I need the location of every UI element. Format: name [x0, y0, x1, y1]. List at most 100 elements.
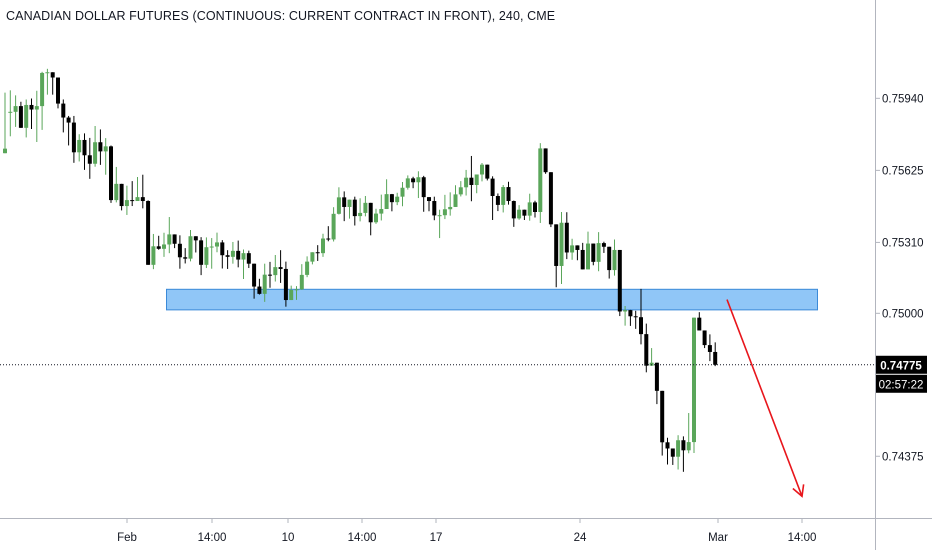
candle [310, 252, 315, 265]
candle [702, 330, 707, 349]
candle [289, 285, 294, 301]
candle [177, 235, 182, 269]
candle-body [517, 209, 522, 219]
x-tick-label: 10 [282, 532, 295, 544]
candle-body [660, 390, 665, 443]
candle [230, 241, 235, 264]
candle-body [220, 242, 225, 256]
candle [458, 181, 463, 197]
candle-body [114, 183, 119, 201]
candle-body [670, 448, 675, 457]
candle-body [654, 362, 659, 391]
candle [368, 202, 373, 236]
candle [538, 143, 543, 223]
candle [204, 237, 209, 269]
candle-body [167, 234, 172, 245]
candle [257, 278, 262, 295]
candle-body [395, 196, 400, 203]
candle-body [676, 440, 681, 457]
candle-body [628, 310, 633, 317]
candles-layer [3, 68, 718, 472]
candle-body [538, 148, 543, 212]
candle [453, 185, 458, 207]
candle [570, 238, 575, 260]
candle-body [188, 236, 193, 259]
candle-body [432, 201, 437, 216]
support-zone-layer [166, 288, 818, 311]
candle-body [384, 194, 389, 210]
candle-body [363, 202, 368, 213]
candle [352, 196, 357, 226]
candle-body [61, 103, 66, 118]
candle [480, 163, 484, 182]
candle [548, 172, 553, 228]
candle-body [400, 187, 405, 197]
chart-title: CANADIAN DOLLAR FUTURES (CONTINUOUS: CUR… [6, 9, 556, 23]
candle [623, 305, 628, 326]
candle [490, 176, 495, 220]
candle [241, 249, 246, 280]
candle [331, 207, 336, 242]
candle [3, 92, 7, 154]
candle-body [24, 104, 29, 128]
candle-body [93, 142, 98, 164]
candle [347, 199, 352, 219]
current-price-tag [876, 355, 927, 374]
candle [713, 342, 718, 367]
candle [379, 194, 384, 221]
candle [681, 436, 686, 472]
candle [268, 261, 272, 288]
candle-body [209, 246, 214, 248]
candle-body [633, 316, 638, 318]
candle-body [607, 246, 612, 271]
candle [236, 240, 241, 268]
candle [607, 246, 612, 279]
candle [517, 205, 522, 220]
candle-body [204, 247, 209, 265]
candle [358, 198, 363, 222]
candle-body [490, 178, 495, 196]
candle [246, 250, 251, 269]
candle-body [140, 197, 145, 202]
arrow-layer [726, 299, 805, 498]
candle-body [389, 194, 394, 203]
candle [151, 233, 156, 270]
candle [427, 197, 431, 212]
candle-body [124, 200, 129, 207]
candle [374, 208, 378, 224]
candle-body [151, 246, 156, 265]
candle-body [533, 202, 537, 212]
candle-body [506, 187, 511, 202]
candle-body [474, 174, 479, 186]
candle [554, 224, 559, 288]
candle-body [109, 146, 113, 201]
candle [591, 243, 596, 266]
x-tick-label: 14:00 [788, 532, 817, 544]
candle [522, 209, 527, 220]
candle-body [527, 202, 532, 216]
candle [384, 179, 389, 210]
candle-body [405, 178, 410, 188]
candle-body [13, 106, 18, 112]
candle [156, 235, 161, 250]
candle [162, 232, 166, 257]
candle-body [172, 234, 177, 244]
candle [485, 164, 490, 181]
candle-body [543, 148, 548, 173]
candle-body [230, 250, 235, 257]
candle-body [522, 209, 527, 216]
countdown-tag [876, 374, 927, 393]
candle [464, 169, 469, 196]
x-tick-label: Feb [117, 532, 137, 544]
candle [109, 145, 113, 203]
candle [209, 238, 214, 269]
candle [363, 195, 368, 217]
candle-body [464, 177, 469, 188]
candle [697, 312, 702, 331]
candle-body [283, 268, 288, 301]
candle-body [442, 209, 447, 216]
candle-body [146, 201, 151, 265]
x-tick-label: Mar [708, 532, 728, 544]
